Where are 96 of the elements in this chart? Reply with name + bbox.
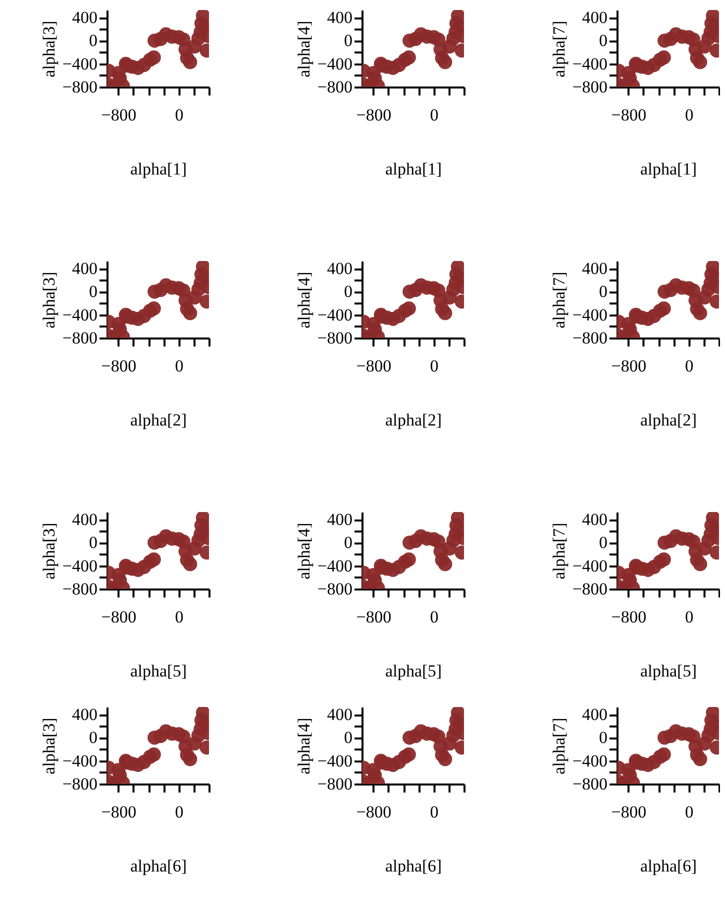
y-tick-label: 0	[344, 31, 352, 50]
y-tick-label: 400	[582, 8, 608, 28]
y-tick-label: −400	[572, 751, 608, 770]
y-tick-label: −800	[572, 78, 608, 96]
x-tick-label: −800	[611, 608, 646, 626]
y-tick-label: 400	[72, 259, 98, 278]
x-axis-title: alpha[1]	[130, 160, 187, 178]
y-axis-title: alpha[7]	[549, 522, 568, 580]
x-axis-title: alpha[5]	[640, 662, 697, 680]
y-tick-label: −800	[317, 774, 352, 794]
y-tick-label: 0	[599, 282, 608, 302]
y-tick-label: 400	[327, 705, 352, 724]
y-tick-label: −400	[62, 54, 98, 74]
y-tick-label: −400	[317, 54, 352, 74]
y-tick-label: 400	[72, 705, 98, 724]
x-tick-label: 0	[685, 802, 694, 822]
y-tick-label: 0	[599, 31, 608, 50]
y-axis-title: alpha[7]	[549, 272, 568, 328]
y-tick-label: 0	[89, 282, 98, 302]
x-tick-label: −800	[356, 356, 392, 376]
x-tick-label: −800	[101, 608, 136, 626]
y-tick-label: 0	[89, 728, 98, 748]
y-axis-title: alpha[4]	[294, 272, 314, 328]
y-tick-label: −400	[572, 54, 608, 74]
x-tick-label: −800	[101, 356, 136, 376]
y-tick-label: −800	[62, 78, 98, 96]
x-tick-label: −800	[356, 608, 392, 626]
x-tick-label: 0	[685, 106, 694, 124]
y-axis-title: alpha[3]	[39, 522, 58, 580]
y-axis-title: alpha[3]	[39, 718, 58, 774]
y-tick-label: 0	[599, 533, 608, 552]
y-tick-label: 400	[327, 510, 352, 530]
y-tick-label: 0	[599, 728, 608, 748]
y-tick-label: 0	[89, 533, 98, 552]
x-tick-label: 0	[175, 106, 184, 124]
x-tick-label: 0	[175, 802, 184, 822]
y-axis-title: alpha[4]	[294, 20, 314, 78]
x-tick-label: −800	[356, 802, 392, 822]
x-tick-label: −800	[356, 106, 392, 124]
y-tick-label: −800	[572, 328, 608, 348]
y-tick-label: −400	[317, 751, 352, 770]
y-tick-label: −800	[572, 580, 608, 598]
x-tick-label: 0	[430, 356, 439, 376]
y-tick-label: −400	[317, 305, 352, 324]
y-tick-label: 0	[344, 282, 352, 302]
y-tick-label: 0	[344, 533, 352, 552]
y-tick-label: 400	[582, 705, 608, 724]
y-tick-label: −400	[572, 305, 608, 324]
x-axis-title: alpha[1]	[640, 160, 697, 178]
y-tick-label: 400	[327, 259, 352, 278]
y-tick-label: −400	[317, 556, 352, 576]
x-axis-title: alpha[6]	[130, 856, 187, 876]
x-tick-label: 0	[430, 608, 439, 626]
y-tick-label: 400	[72, 510, 98, 530]
y-tick-label: −400	[572, 556, 608, 576]
y-tick-label: −800	[62, 328, 98, 348]
y-tick-label: 0	[344, 728, 352, 748]
y-axis-title: alpha[3]	[39, 20, 58, 78]
y-axis-title: alpha[4]	[294, 718, 314, 774]
x-tick-label: −800	[101, 106, 136, 124]
x-axis-title: alpha[6]	[385, 856, 442, 876]
y-tick-label: −800	[62, 774, 98, 794]
x-tick-label: 0	[685, 608, 694, 626]
x-tick-label: −800	[611, 356, 646, 376]
x-tick-label: 0	[175, 608, 184, 626]
y-tick-label: 400	[72, 8, 98, 28]
x-tick-label: −800	[101, 802, 136, 822]
x-axis-title: alpha[5]	[130, 662, 187, 680]
x-tick-label: 0	[685, 356, 694, 376]
y-tick-label: −800	[317, 78, 352, 96]
y-tick-label: −400	[62, 305, 98, 324]
x-tick-label: −800	[611, 802, 646, 822]
x-tick-label: 0	[430, 106, 439, 124]
y-tick-label: 400	[582, 259, 608, 278]
y-tick-label: 0	[89, 31, 98, 50]
y-tick-label: −800	[317, 580, 352, 598]
y-axis-title: alpha[7]	[549, 20, 568, 78]
x-axis-title: alpha[5]	[385, 662, 442, 680]
y-axis-title: alpha[7]	[549, 718, 568, 774]
y-axis-title: alpha[3]	[39, 272, 58, 328]
y-axis-title: alpha[4]	[294, 522, 314, 580]
x-tick-label: −800	[611, 106, 646, 124]
x-axis-title: alpha[2]	[640, 410, 697, 430]
y-tick-label: −800	[317, 328, 352, 348]
x-axis-title: alpha[2]	[385, 410, 442, 430]
x-axis-title: alpha[2]	[130, 410, 187, 430]
y-tick-label: 400	[582, 510, 608, 530]
y-tick-label: 400	[327, 8, 352, 28]
y-tick-label: −800	[572, 774, 608, 794]
x-tick-label: 0	[430, 802, 439, 822]
y-tick-label: −400	[62, 556, 98, 576]
y-tick-label: −400	[62, 751, 98, 770]
x-tick-label: 0	[175, 356, 184, 376]
y-tick-label: −800	[62, 580, 98, 598]
x-axis-title: alpha[6]	[640, 856, 697, 876]
x-axis-title: alpha[1]	[385, 160, 442, 178]
